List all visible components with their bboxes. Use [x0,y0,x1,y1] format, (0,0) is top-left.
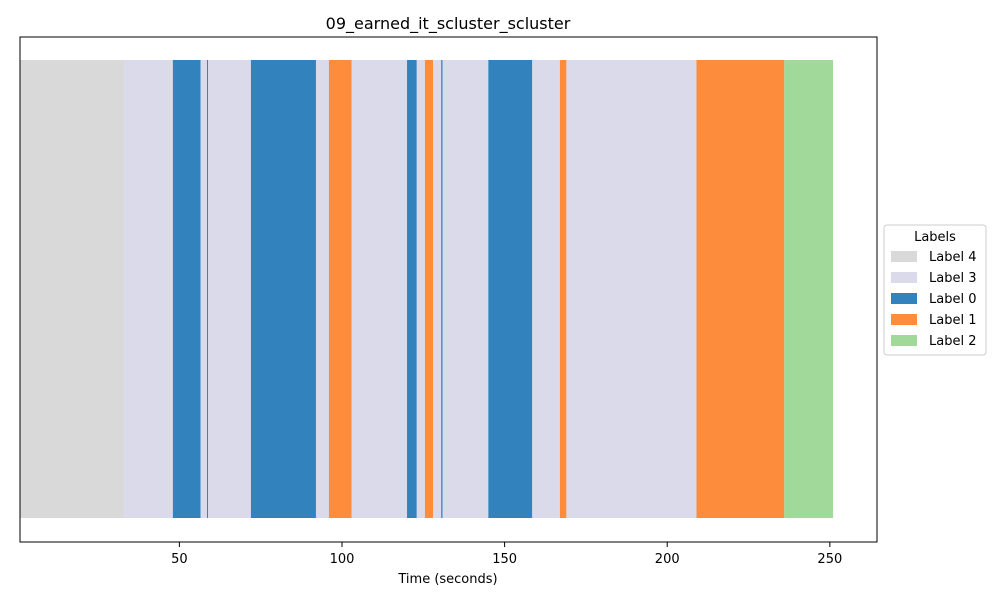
segment-bar [328,60,352,518]
segment-bar [416,60,425,518]
legend-label: Label 1 [929,313,976,328]
segment-bar [559,60,567,518]
segment-bar [207,60,208,518]
legend-swatch [891,314,917,325]
segment-bar [172,60,201,518]
segment-bar [250,60,316,518]
segment-bar [442,60,489,518]
segment-bar [424,60,434,518]
segment-bar [20,60,125,518]
segment-bar [351,60,408,518]
segments-layer [20,60,834,518]
x-tick-label: 250 [817,552,842,567]
segment-bar [532,60,560,518]
plot-frame [19,36,878,543]
legend-label: Label 3 [929,271,976,286]
legend-swatch [891,272,917,283]
legend-title: Labels [914,230,956,245]
segment-bar [124,60,173,518]
segment-bar [441,60,443,518]
x-axis: 50 100 150 200 250 [171,542,842,567]
legend-swatch [891,293,917,304]
segment-bar [696,60,785,518]
x-axis-label: Time (seconds) [397,572,497,587]
segment-bar [566,60,697,518]
legend-entries: Label 4 Label 3 Label 0 Label 1 Label 2 [891,250,976,349]
segment-bar [784,60,834,518]
chart-title: 09_earned_it_scluster_scluster [326,14,571,34]
x-tick-label: 100 [330,552,355,567]
segment-bar [200,60,208,518]
x-tick-label: 150 [492,552,517,567]
segment-bar [488,60,533,518]
legend-label: Label 4 [929,250,976,265]
legend-swatch [891,335,917,346]
segment-bar [315,60,329,518]
x-tick-label: 200 [655,552,680,567]
legend-swatch [891,251,917,262]
legend-label: Label 2 [929,334,976,349]
x-tick-label: 50 [171,552,188,567]
segment-bar [433,60,442,518]
segment-bar [207,60,251,518]
legend-label: Label 0 [929,292,976,307]
segment-bar [407,60,417,518]
